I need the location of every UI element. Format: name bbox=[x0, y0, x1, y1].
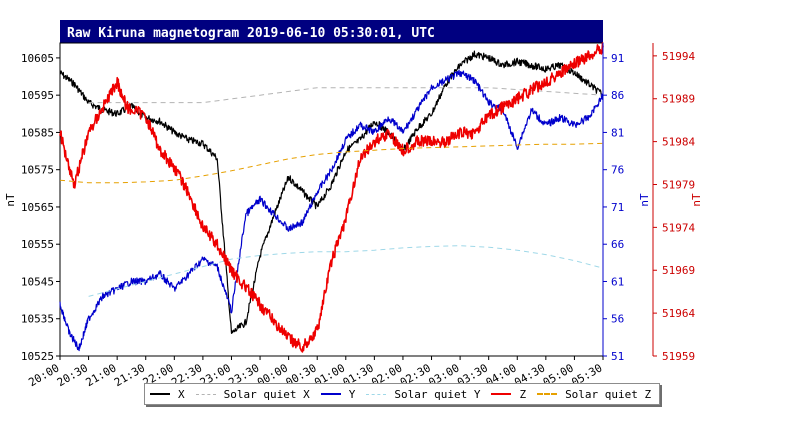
series-solar-quiet-y-line bbox=[88, 245, 604, 297]
series-layer bbox=[59, 42, 604, 353]
y-left-tick-label: 10565 bbox=[21, 201, 54, 214]
legend-item-solar-quiet-x: Solar quiet X bbox=[195, 387, 310, 401]
legend-swatch bbox=[366, 393, 387, 395]
legend-swatch bbox=[537, 393, 558, 395]
series-z-line bbox=[59, 42, 604, 353]
y-middle-tick-label: 51 bbox=[611, 350, 624, 363]
y-right-axis-label: nT bbox=[690, 193, 703, 207]
legend-swatch bbox=[491, 393, 512, 395]
legend-item-solar-quiet-y: Solar quiet Y bbox=[366, 388, 480, 401]
y-middle-tick-label: 61 bbox=[611, 275, 624, 288]
legend-swatch bbox=[150, 393, 170, 395]
y-middle-tick-label: 66 bbox=[611, 238, 624, 251]
series-solar-quiet-z-line bbox=[59, 142, 604, 184]
legend-item-x: X bbox=[150, 388, 185, 401]
y-right-tick-label: 51974 bbox=[662, 221, 695, 234]
y-middle-tick-label: 71 bbox=[611, 201, 624, 214]
y-right-tick-label: 51964 bbox=[662, 307, 695, 320]
y-right-tick-label: 51989 bbox=[662, 93, 695, 106]
y-left-tick-label: 10585 bbox=[21, 126, 54, 139]
y-middle-tick-label: 86 bbox=[611, 89, 624, 102]
y-right-tick-label: 51994 bbox=[662, 50, 695, 63]
y-middle-tick-label: 81 bbox=[611, 126, 624, 139]
legend-item-z: Z bbox=[491, 388, 526, 401]
legend-label: Y bbox=[348, 387, 356, 401]
series-solar-quiet-x-line bbox=[88, 87, 604, 104]
y-left-tick-label: 10605 bbox=[21, 52, 54, 65]
y-middle-axis-label: nT bbox=[638, 193, 651, 207]
x-tick-label: 20:30 bbox=[55, 361, 90, 389]
y-left-tick-label: 10575 bbox=[21, 164, 54, 177]
y-left-tick-label: 10525 bbox=[21, 350, 54, 363]
y-middle-tick-label: 76 bbox=[611, 164, 624, 177]
y-middle-tick-label: 56 bbox=[611, 313, 624, 326]
legend-swatch bbox=[320, 393, 341, 395]
y-right-tick-label: 51959 bbox=[662, 350, 695, 363]
title-bar bbox=[60, 20, 603, 43]
y-right-tick-label: 51969 bbox=[662, 264, 695, 277]
legend-label: Solar quiet X bbox=[223, 387, 310, 401]
series-y-line bbox=[59, 69, 604, 352]
y-left-tick-label: 10535 bbox=[21, 313, 54, 326]
x-tick-label: 20:00 bbox=[26, 361, 61, 389]
y-left-tick-label: 10545 bbox=[21, 275, 54, 288]
y-left-tick-label: 10555 bbox=[21, 238, 54, 251]
x-tick-label: 21:30 bbox=[112, 361, 147, 389]
x-tick-label: 21:00 bbox=[83, 361, 118, 389]
chart-title: Raw Kiruna magnetogram 2019-06-10 05:30:… bbox=[67, 26, 435, 41]
series-x-line bbox=[59, 50, 604, 334]
legend-label: X bbox=[178, 387, 185, 401]
legend-label: Z bbox=[519, 387, 527, 401]
legend-item-y: Y bbox=[320, 387, 356, 401]
legend-swatch bbox=[195, 393, 216, 395]
y-left-tick-label: 10595 bbox=[21, 89, 54, 102]
y-right-tick-label: 51984 bbox=[662, 136, 695, 149]
legend-label: Solar quiet Z bbox=[565, 387, 652, 401]
y-middle-tick-label: 91 bbox=[611, 52, 624, 65]
y-right-tick-label: 51979 bbox=[662, 178, 695, 191]
legend-item-solar-quiet-z: Solar quiet Z bbox=[537, 388, 651, 401]
chart-legend: X Solar quiet X Y Solar quiet Y Z Solar … bbox=[144, 383, 660, 405]
legend-label: Solar quiet Y bbox=[394, 387, 481, 401]
y-left-axis-label: nT bbox=[4, 193, 17, 207]
